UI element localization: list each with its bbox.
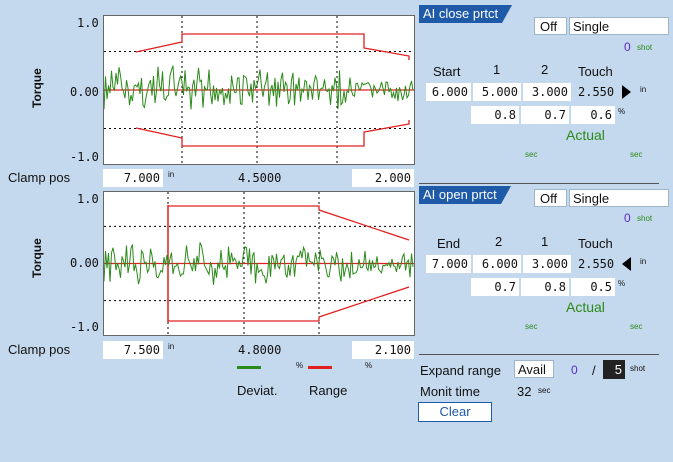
range-legend-swatch: [308, 366, 332, 369]
expand-counter-unit: shot: [630, 364, 646, 373]
expand-counter-separator: /: [592, 363, 596, 378]
close-1-pos[interactable]: 5.000: [473, 83, 521, 101]
open-y-mid-label: 0.00: [70, 256, 99, 270]
close-range-lower: [135, 120, 410, 147]
open-y-bot-label: -1.0: [70, 320, 99, 334]
close-2-pos[interactable]: 3.000: [523, 83, 571, 101]
deviat-legend-unit: %: [296, 361, 304, 370]
open-direction-left-icon: [622, 257, 631, 271]
close-clamp-mid-value: 4.5000: [238, 171, 282, 185]
close-clamp-right-value[interactable]: 2.000: [352, 169, 414, 187]
open-y-top-label: 1.0: [77, 192, 99, 206]
open-pos-unit: in: [640, 257, 647, 266]
range-legend-unit: %: [365, 361, 373, 370]
close-torque-plot[interactable]: [103, 15, 415, 165]
close-header-2: 2: [541, 62, 549, 77]
close-mode-field[interactable]: Single: [569, 17, 669, 35]
close-clamp-pos-label: Clamp pos: [8, 170, 71, 185]
open-torque-axis-label: Torque: [30, 238, 44, 278]
open-clamp-left-value[interactable]: 7.500: [103, 341, 163, 359]
close-torque-axis-label: Torque: [30, 68, 44, 108]
open-header-2: 2: [495, 234, 503, 249]
ai-open-prtct-tab[interactable]: AI open prtct: [419, 186, 511, 204]
close-shot-count: 0: [624, 40, 631, 54]
close-sec-left: sec: [525, 150, 538, 159]
open-shot-unit: shot: [637, 214, 653, 223]
open-mode-field[interactable]: Single: [569, 189, 669, 207]
close-torque-trace: [103, 65, 414, 110]
range-legend-label: Range: [309, 383, 348, 398]
expand-range-field[interactable]: Avail: [514, 360, 554, 378]
open-panel-divider: [419, 354, 659, 355]
expand-range-value: Avail: [518, 362, 546, 377]
close-touch-pos: 2.550: [578, 85, 615, 99]
close-torque-plot-svg: [103, 16, 414, 164]
close-clamp-left-value[interactable]: 7.000: [103, 169, 163, 187]
monit-time-value: 32: [517, 384, 532, 399]
open-1-pos[interactable]: 3.000: [523, 255, 571, 273]
close-state-field[interactable]: Off: [534, 17, 567, 35]
close-start-pos[interactable]: 6.000: [426, 83, 471, 101]
open-shot-count: 0: [624, 211, 631, 225]
close-panel-divider: [419, 183, 659, 184]
open-1-pct[interactable]: 0.5: [571, 278, 615, 296]
open-torque-plot-svg: [103, 192, 414, 335]
close-range-upper: [135, 33, 410, 60]
close-pct-unit: %: [618, 107, 626, 116]
open-torque-plot[interactable]: [103, 191, 415, 336]
close-header-start: Start: [433, 64, 461, 79]
monit-time-unit: sec: [538, 386, 551, 395]
open-sec-right: sec: [630, 322, 643, 331]
close-direction-right-icon: [622, 85, 631, 99]
close-start-pct[interactable]: 0.8: [471, 106, 519, 124]
open-header-touch: Touch: [578, 236, 613, 251]
deviat-legend-label: Deviat.: [237, 383, 278, 398]
open-header-end: End: [437, 236, 461, 251]
open-2-pct[interactable]: 0.8: [521, 278, 569, 296]
open-range-lower: [167, 205, 410, 322]
close-1-pct[interactable]: 0.7: [521, 106, 569, 124]
ai-close-prtct-tab[interactable]: AI close prtct: [419, 5, 513, 23]
expand-counter-max[interactable]: 5: [603, 360, 625, 379]
open-touch-pos: 2.550: [578, 257, 615, 271]
close-clamp-unit: in: [168, 170, 175, 179]
open-state-field[interactable]: Off: [534, 189, 567, 207]
open-clamp-mid-value: 4.8000: [238, 343, 282, 357]
close-state-value: Off: [540, 19, 558, 34]
close-shot-unit: shot: [637, 43, 653, 52]
open-end-pct[interactable]: 0.7: [471, 278, 519, 296]
deviat-legend-swatch: [237, 366, 261, 369]
open-header-1: 1: [541, 234, 549, 249]
close-y-bot-label: -1.0: [70, 150, 99, 164]
open-sec-left: sec: [525, 322, 538, 331]
open-state-value: Off: [540, 191, 558, 206]
open-2-pos[interactable]: 6.000: [473, 255, 521, 273]
open-pct-unit: %: [618, 279, 626, 288]
open-clamp-right-value[interactable]: 2.100: [352, 341, 414, 359]
close-pos-unit: in: [640, 85, 647, 94]
open-clamp-unit: in: [168, 342, 175, 351]
close-2-pct[interactable]: 0.6: [571, 106, 615, 124]
open-torque-trace: [103, 242, 414, 285]
close-header-1: 1: [493, 62, 501, 77]
close-actual-label: Actual: [566, 127, 605, 143]
open-mode-value: Single: [573, 191, 610, 206]
close-y-mid-label: 0.00: [70, 85, 99, 99]
open-end-pos[interactable]: 7.000: [426, 255, 471, 273]
close-sec-right: sec: [630, 150, 643, 159]
open-clamp-pos-label: Clamp pos: [8, 342, 71, 357]
monit-time-label: Monit time: [420, 384, 480, 399]
open-actual-label: Actual: [566, 299, 605, 315]
close-y-top-label: 1.0: [77, 16, 99, 30]
clear-button[interactable]: Clear: [418, 402, 492, 422]
close-header-touch: Touch: [578, 64, 613, 79]
expand-range-label: Expand range: [420, 363, 501, 378]
close-mode-value: Single: [573, 19, 610, 34]
expand-counter-current: 0: [571, 363, 578, 377]
